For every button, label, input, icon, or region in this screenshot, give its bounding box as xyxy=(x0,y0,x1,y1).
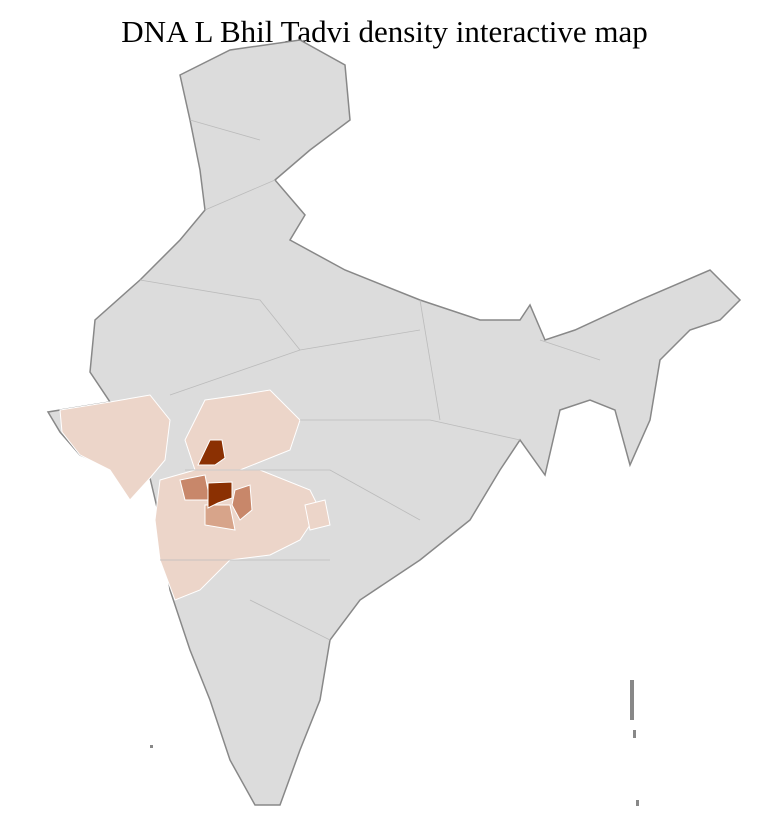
region-east-light[interactable] xyxy=(304,499,331,531)
state-boundaries xyxy=(139,119,601,641)
region-medium-3[interactable] xyxy=(204,504,236,531)
region-medium-1[interactable] xyxy=(179,474,211,501)
region-dark-north[interactable] xyxy=(197,439,226,466)
islands xyxy=(150,680,639,806)
region-gujarat[interactable] xyxy=(59,394,171,501)
region-medium-2[interactable] xyxy=(231,484,253,521)
region-dark-south[interactable] xyxy=(207,481,233,509)
map-title: DNA L Bhil Tadvi density interactive map xyxy=(121,14,648,49)
